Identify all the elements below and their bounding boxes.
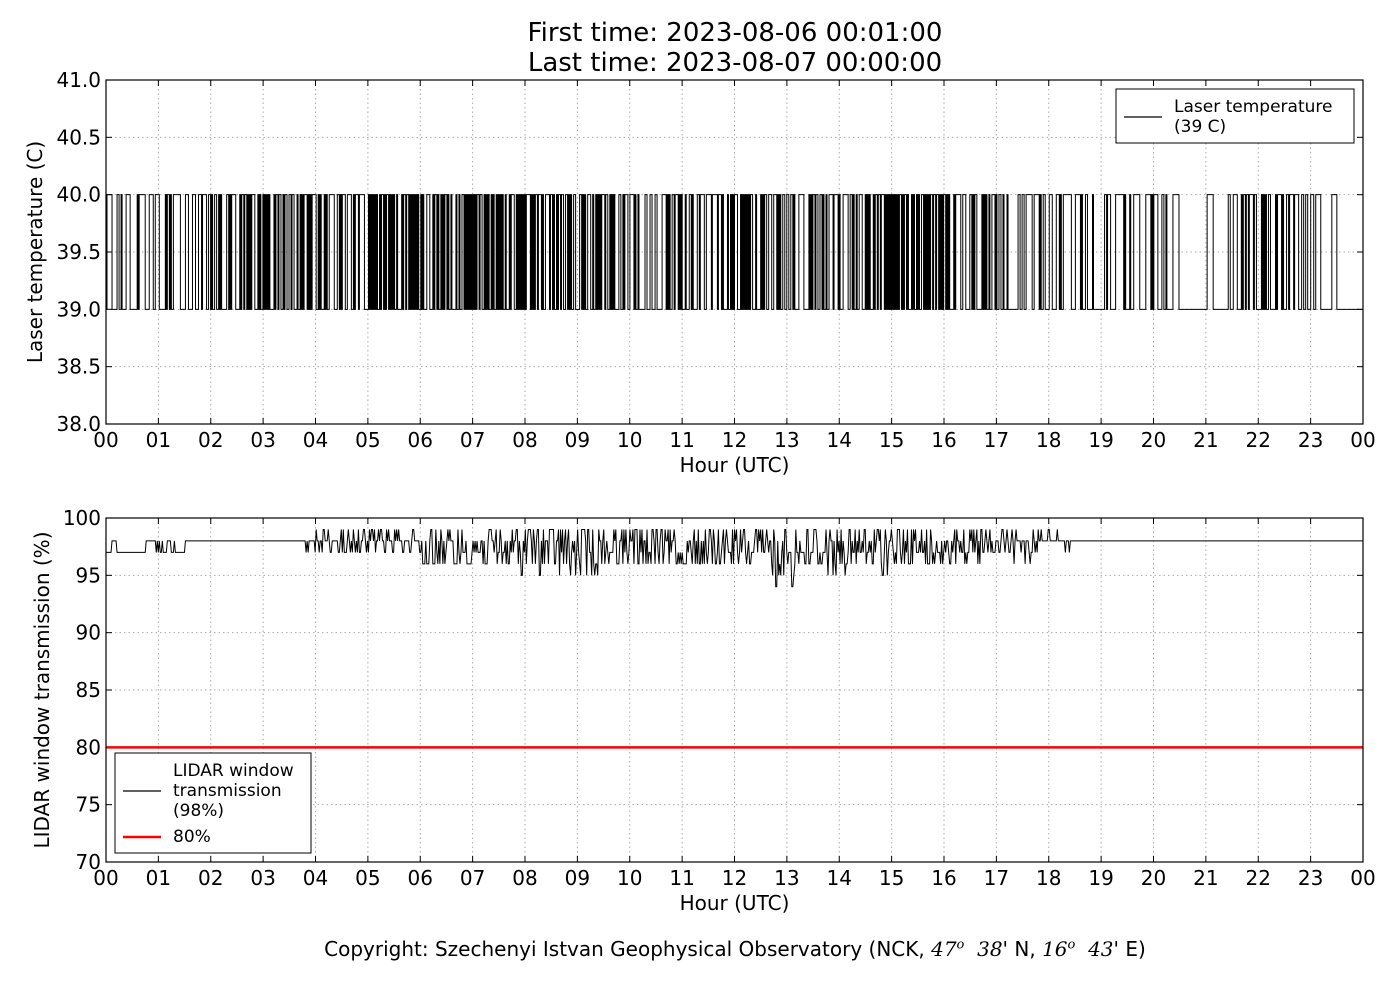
temp-x-tick-label: 03 xyxy=(250,428,275,452)
temp-x-tick-label: 00 xyxy=(93,428,118,452)
lidar-legend-label-0: LIDAR window xyxy=(173,761,294,781)
longitude-degree-symbol: o xyxy=(1067,937,1076,953)
longitude-degrees: 16 xyxy=(1042,937,1068,961)
temp-y-tick-label: 40.0 xyxy=(56,183,101,207)
lidar-x-tick-label: 00 xyxy=(1350,866,1375,890)
lidar-x-tick-label: 04 xyxy=(303,866,328,890)
laser-temperature-panel: 00 01 02 03 04 05 06 07 08 09 10 11 12 13 14 15 16 17 18 19… xyxy=(23,68,1376,477)
lidar-x-tick-label: 15 xyxy=(879,866,904,890)
copyright-footer: Copyright: Szechenyi Istvan Geophysical … xyxy=(0,937,1400,961)
lidar-y-tick-label: 80 xyxy=(76,735,101,759)
longitude-minutes: 43 xyxy=(1088,937,1114,961)
laser-temperature-series-line xyxy=(106,194,1363,310)
lidar-x-tick-label: 03 xyxy=(250,866,275,890)
lidar-x-tick-label: 12 xyxy=(722,866,747,890)
lidar-plot-frame xyxy=(105,517,1364,863)
lidar-y-axis-label: LIDAR window transmission (%) xyxy=(30,532,54,849)
lidar-x-tick-label: 09 xyxy=(565,866,590,890)
lidar-y-tick-label: 100 xyxy=(63,506,101,530)
latitude-degrees: 47 xyxy=(931,937,957,961)
lidar-x-tick-label: 20 xyxy=(1141,866,1166,890)
temp-y-tick-label: 38.5 xyxy=(56,355,101,379)
temp-x-tick-label: 02 xyxy=(198,428,223,452)
temp-legend-label-0: Laser temperature xyxy=(1174,97,1332,117)
temp-y-tick-label: 40.5 xyxy=(56,125,101,149)
temp-x-tick-label: 01 xyxy=(146,428,171,452)
latitude-suffix: ' N, xyxy=(1002,937,1043,961)
temp-legend-box xyxy=(1115,88,1355,144)
temp-x-axis-label: Hour (UTC) xyxy=(680,453,790,477)
temp-x-tick-label: 15 xyxy=(879,428,904,452)
lidar-transmission-panel: 00 01 02 03 04 05 06 07 08 09 10 11 12 13 14 15 16 17 18 19… xyxy=(30,506,1376,915)
temp-y-tick-label: 39.5 xyxy=(56,240,101,264)
temp-x-tick-label: 11 xyxy=(669,428,694,452)
lidar-y-tick-label: 85 xyxy=(76,678,101,702)
lidar-x-tick-label: 16 xyxy=(931,866,956,890)
lidar-x-tick-label: 11 xyxy=(669,866,694,890)
lidar-transmission-series-line xyxy=(106,528,1363,588)
lidar-x-tick-label: 14 xyxy=(827,866,852,890)
temp-x-tick-label: 08 xyxy=(512,428,537,452)
temp-x-tick-label: 22 xyxy=(1246,428,1271,452)
temp-y-tick-label: 41.0 xyxy=(56,68,101,92)
lidar-x-tick-label: 02 xyxy=(198,866,223,890)
temp-x-tick-label: 23 xyxy=(1298,428,1323,452)
chart-title-line-2: Last time: 2023-08-07 00:00:00 xyxy=(527,48,943,78)
temp-x-tick-label: 09 xyxy=(565,428,590,452)
lidar-x-tick-label: 07 xyxy=(460,866,485,890)
temp-x-tick-label: 12 xyxy=(722,428,747,452)
lidar-legend-label-0: (98%) xyxy=(173,801,224,821)
temp-x-tick-label: 21 xyxy=(1193,428,1218,452)
lidar-legend-label-1: 80% xyxy=(173,827,211,847)
lidar-legend-label-0: transmission xyxy=(173,781,282,801)
lidar-x-tick-label: 17 xyxy=(984,866,1009,890)
temp-y-tick-label: 39.0 xyxy=(56,297,101,321)
temp-x-tick-label: 19 xyxy=(1088,428,1113,452)
latitude-minutes: 38 xyxy=(977,937,1003,961)
latitude-degree-symbol: o xyxy=(956,937,965,953)
lidar-x-tick-label: 23 xyxy=(1298,866,1323,890)
temp-x-tick-label: 10 xyxy=(617,428,642,452)
lidar-x-tick-label: 08 xyxy=(512,866,537,890)
lidar-y-tick-label: 70 xyxy=(76,850,101,874)
temp-legend: Laser temperature(39 C) xyxy=(1115,88,1355,144)
lidar-x-tick-label: 10 xyxy=(617,866,642,890)
lidar-x-tick-label: 22 xyxy=(1246,866,1271,890)
lidar-x-tick-label: 05 xyxy=(355,866,380,890)
footer-prefix: Copyright: Szechenyi Istvan Geophysical … xyxy=(324,937,932,961)
temp-y-axis-label: Laser temperature (C) xyxy=(23,141,47,363)
lidar-x-tick-label: 00 xyxy=(93,866,118,890)
lidar-y-tick-label: 90 xyxy=(76,621,101,645)
lidar-x-axis-label: Hour (UTC) xyxy=(680,891,790,915)
temp-legend-label-0: (39 C) xyxy=(1174,117,1226,137)
temp-x-tick-label: 17 xyxy=(984,428,1009,452)
lidar-y-tick-label: 95 xyxy=(76,563,101,587)
temp-x-tick-label: 00 xyxy=(1350,428,1375,452)
temp-x-tick-label: 18 xyxy=(1036,428,1061,452)
lidar-x-tick-label: 21 xyxy=(1193,866,1218,890)
temp-x-tick-label: 04 xyxy=(303,428,328,452)
temp-x-tick-label: 16 xyxy=(931,428,956,452)
chart-title-line-1: First time: 2023-08-06 00:01:00 xyxy=(527,18,943,48)
lidar-x-tick-label: 19 xyxy=(1088,866,1113,890)
temp-x-tick-label: 20 xyxy=(1141,428,1166,452)
lidar-y-tick-label: 75 xyxy=(76,793,101,817)
temp-x-tick-label: 14 xyxy=(827,428,852,452)
lidar-x-tick-label: 13 xyxy=(774,866,799,890)
temp-x-tick-label: 05 xyxy=(355,428,380,452)
longitude-suffix: ' E) xyxy=(1113,937,1146,961)
lidar-x-tick-label: 06 xyxy=(408,866,433,890)
lidar-x-tick-label: 01 xyxy=(146,866,171,890)
temp-x-tick-label: 06 xyxy=(408,428,433,452)
temp-plot-frame xyxy=(105,79,1364,425)
lidar-x-tick-label: 18 xyxy=(1036,866,1061,890)
temp-x-tick-label: 07 xyxy=(460,428,485,452)
temp-x-tick-label: 13 xyxy=(774,428,799,452)
temp-y-tick-label: 38.0 xyxy=(56,412,101,436)
